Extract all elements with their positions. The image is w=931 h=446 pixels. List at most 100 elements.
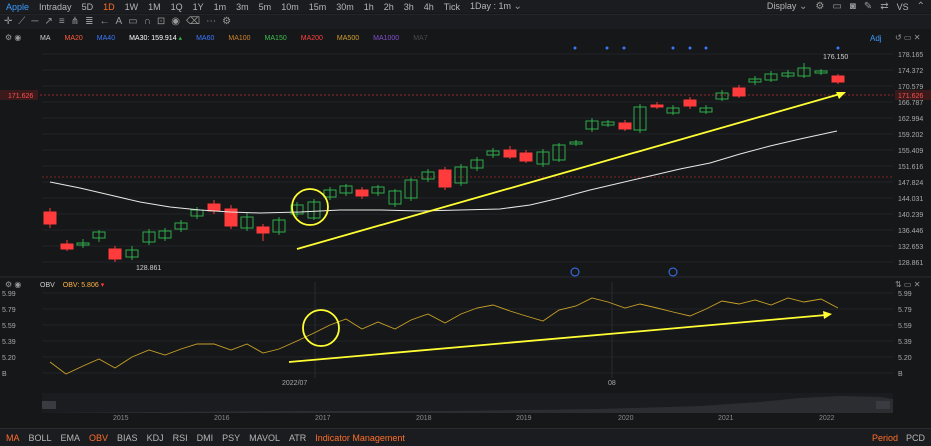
high-price-label: 176.150 bbox=[823, 54, 848, 61]
ma1000-legend[interactable]: MA1000 bbox=[373, 35, 399, 42]
tab-1y[interactable]: 1Y bbox=[192, 1, 204, 12]
tab-1m[interactable]: 1M bbox=[148, 1, 161, 12]
tab-2h[interactable]: 2h bbox=[383, 1, 394, 12]
tab-1d[interactable]: 1D bbox=[103, 1, 115, 12]
ma100-legend-label: MA100 bbox=[228, 34, 251, 42]
pen-icon[interactable]: ✎ bbox=[863, 0, 873, 12]
candle-down bbox=[831, 75, 845, 83]
lock-icon[interactable]: ⊡ bbox=[156, 16, 166, 27]
trash-icon[interactable]: ⌫ bbox=[185, 16, 201, 27]
ma500-legend[interactable]: MA500 bbox=[337, 35, 359, 42]
price-tick-label: 140.239 bbox=[898, 212, 923, 219]
camera-icon[interactable]: ◙ bbox=[849, 0, 856, 12]
line-tool-icon[interactable]: ⟋ bbox=[18, 16, 26, 27]
tab-1w[interactable]: 1W bbox=[124, 1, 139, 12]
timeline-handle-left bbox=[42, 401, 56, 409]
indicator-management-link[interactable]: Indicator Management bbox=[315, 432, 405, 443]
earnings-marker bbox=[668, 267, 678, 277]
tab-tick[interactable]: Tick bbox=[443, 1, 460, 12]
indicator-dmi[interactable]: DMI bbox=[196, 432, 214, 443]
obv-settings-icon[interactable]: ⚙ ◉ bbox=[5, 280, 22, 289]
indicator-obv[interactable]: OBV bbox=[89, 432, 109, 443]
indicator-boll[interactable]: BOLL bbox=[28, 432, 52, 443]
more-tools-icon[interactable]: ⋯ bbox=[206, 16, 217, 27]
period-dropdown[interactable]: 1Day : 1m ⌄ bbox=[470, 1, 522, 12]
tab-4h[interactable]: 4h bbox=[423, 1, 434, 12]
ma40-legend[interactable]: MA40 bbox=[97, 35, 115, 42]
candle-down bbox=[503, 149, 517, 158]
display-dropdown[interactable]: Display ⌄ bbox=[767, 1, 807, 12]
horizontal-line-icon[interactable]: ─ bbox=[31, 16, 39, 27]
crosshair-icon[interactable]: ✛ bbox=[4, 16, 13, 27]
candle-up bbox=[142, 231, 156, 243]
tab-15min[interactable]: 15m bbox=[308, 1, 327, 12]
eye-icon[interactable]: ◉ bbox=[171, 16, 180, 27]
tab-3h[interactable]: 3h bbox=[403, 1, 414, 12]
indicator-ema[interactable]: EMA bbox=[60, 432, 81, 443]
indicator-atr[interactable]: ATR bbox=[288, 432, 307, 443]
indicator-ma[interactable]: MA bbox=[6, 432, 20, 443]
indicator-kdj[interactable]: KDJ bbox=[146, 432, 164, 443]
adj-button[interactable]: Adj bbox=[870, 34, 882, 43]
ma150-legend[interactable]: MA150 bbox=[265, 35, 287, 42]
event-marker bbox=[671, 46, 675, 50]
candle-up bbox=[748, 78, 762, 83]
period-button[interactable]: Period bbox=[871, 432, 898, 443]
tab-30min[interactable]: 30m bbox=[336, 1, 354, 12]
reset-icon[interactable]: ↺ ▭ ✕ bbox=[895, 33, 921, 42]
indicator-bar: MA BOLL EMA OBV BIAS KDJ RSI DMI PSY MAV… bbox=[0, 428, 931, 446]
tab-intraday[interactable]: Intraday bbox=[39, 1, 72, 12]
ma100-legend[interactable]: MA100 bbox=[228, 35, 250, 42]
ma60-legend[interactable]: MA60 bbox=[196, 35, 214, 42]
timeline-year-label: 2016 bbox=[214, 415, 230, 422]
tab-5min[interactable]: 5m bbox=[258, 1, 272, 12]
gear-icon[interactable]: ⚙ bbox=[815, 0, 825, 12]
candle-down bbox=[438, 169, 452, 188]
indicator-mavol[interactable]: MAVOL bbox=[249, 432, 280, 443]
tab-1min[interactable]: 1m bbox=[213, 1, 227, 12]
ma30-legend[interactable]: MA30: 159.914 ▴ bbox=[129, 35, 183, 42]
tab-1q[interactable]: 1Q bbox=[170, 1, 183, 12]
obv-panel-controls-icon[interactable]: ⇅ ▭ ✕ bbox=[895, 280, 921, 289]
arrow-left-icon[interactable]: ← bbox=[99, 16, 110, 27]
symbol-name[interactable]: Apple bbox=[6, 1, 30, 12]
layout-icon[interactable]: ▭ bbox=[832, 0, 842, 12]
tab-10min[interactable]: 10m bbox=[281, 1, 299, 12]
indicator-bias[interactable]: BIAS bbox=[117, 432, 138, 443]
ma200-legend-label: MA200 bbox=[300, 34, 323, 42]
tab-1h[interactable]: 1h bbox=[363, 1, 374, 12]
ma-legend-label[interactable]: MA bbox=[40, 34, 51, 42]
settings-small-icon[interactable]: ⚙ bbox=[222, 16, 232, 27]
indicator-psy[interactable]: PSY bbox=[222, 432, 241, 443]
fibonacci-icon[interactable]: ≣ bbox=[85, 16, 94, 27]
ma30-legend-label: MA30: bbox=[129, 35, 150, 42]
text-tool-icon[interactable]: A bbox=[115, 16, 123, 27]
candle-down bbox=[683, 99, 697, 107]
ma20-legend[interactable]: MA20 bbox=[65, 35, 83, 42]
event-marker bbox=[573, 46, 577, 50]
rectangle-tool-icon[interactable]: ▭ bbox=[128, 16, 138, 27]
indicator-rsi[interactable]: RSI bbox=[172, 432, 188, 443]
vs-button[interactable]: VS bbox=[896, 1, 909, 12]
ma7-legend[interactable]: MA7 bbox=[413, 35, 427, 42]
pitchfork-icon[interactable]: ⋔ bbox=[70, 16, 80, 27]
obv-line bbox=[49, 297, 839, 375]
collapse-icon[interactable]: ⌃ bbox=[916, 0, 925, 12]
price-tick-label: 155.409 bbox=[898, 148, 923, 155]
tab-3min[interactable]: 3m bbox=[236, 1, 249, 12]
compare-icon[interactable]: ⇄ bbox=[880, 0, 889, 12]
channel-tool-icon[interactable]: ≡ bbox=[58, 16, 65, 27]
candle-down bbox=[732, 87, 746, 97]
candle-up bbox=[486, 150, 500, 156]
ray-tool-icon[interactable]: ↗ bbox=[44, 16, 53, 27]
obv-value-legend[interactable]: OBV: 5.806 ▾ bbox=[62, 282, 105, 289]
obv-legend-label[interactable]: OBV bbox=[40, 281, 55, 289]
ma20-legend-label: MA20 bbox=[64, 34, 83, 42]
magnet-icon[interactable]: ∩ bbox=[143, 16, 151, 27]
ma200-legend[interactable]: MA200 bbox=[301, 35, 323, 42]
tab-5d[interactable]: 5D bbox=[81, 1, 94, 12]
annotation-arrow-price bbox=[296, 93, 841, 250]
ma-settings-icon[interactable]: ⚙ ◉ bbox=[5, 33, 22, 42]
pcd-button[interactable]: PCD bbox=[905, 432, 925, 443]
